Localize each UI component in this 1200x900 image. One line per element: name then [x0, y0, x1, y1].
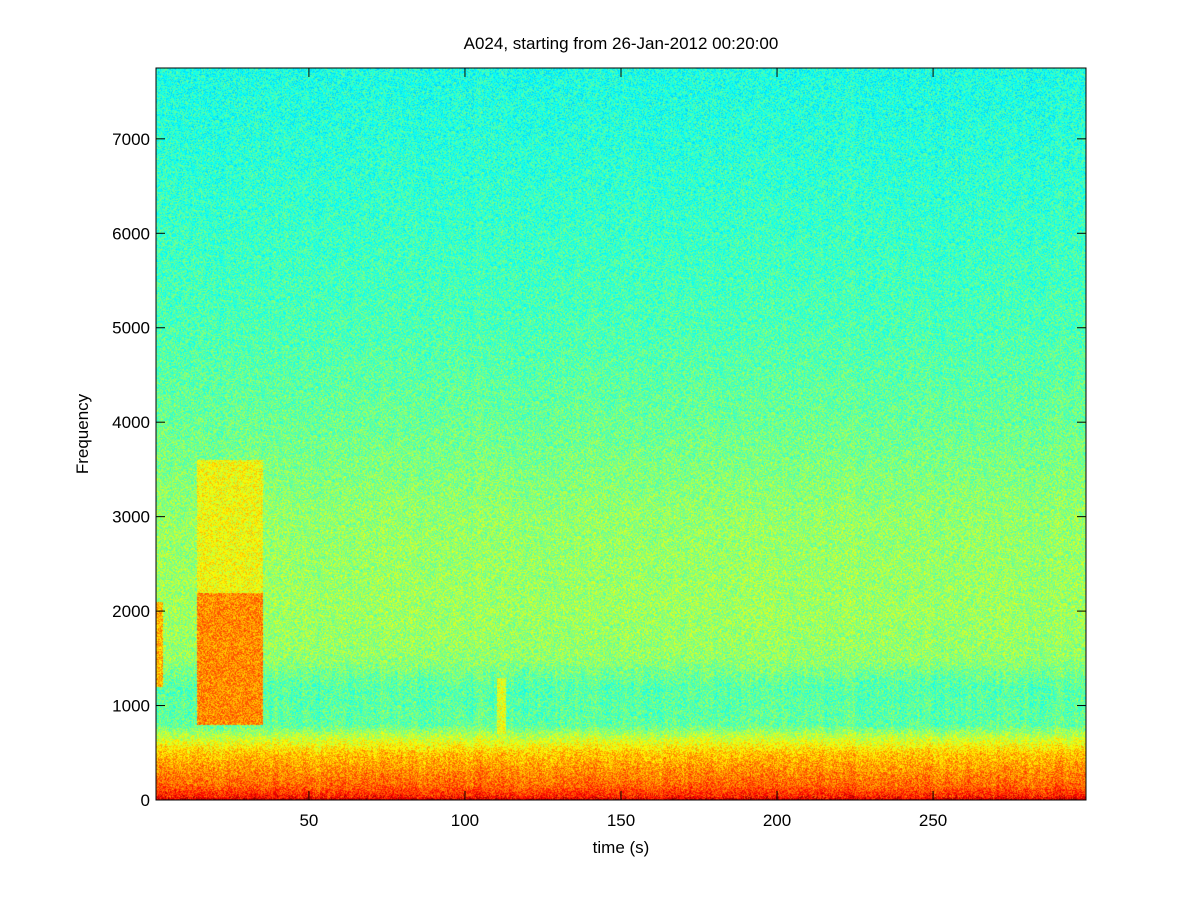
y-tick-label: 5000 — [112, 319, 150, 338]
x-tick-label: 250 — [919, 811, 947, 830]
y-tick-label: 3000 — [112, 508, 150, 527]
y-tick-label: 1000 — [112, 697, 150, 716]
x-tick-label: 50 — [299, 811, 318, 830]
x-tick-label: 150 — [607, 811, 635, 830]
spectrogram-image — [156, 68, 1086, 800]
chart-title: A024, starting from 26-Jan-2012 00:20:00 — [464, 34, 779, 53]
x-tick-label: 200 — [763, 811, 791, 830]
x-axis-label: time (s) — [593, 838, 650, 857]
y-tick-label: 6000 — [112, 224, 150, 243]
y-tick-label: 0 — [141, 791, 150, 810]
y-tick-label: 7000 — [112, 130, 150, 149]
axis-ticks: 50 100 150 200 250 0 1000 2000 3000 4000 5000 6000 7… — [112, 68, 1086, 830]
y-tick-label: 2000 — [112, 602, 150, 621]
y-axis-label: Frequency — [73, 393, 92, 474]
y-tick-label: 4000 — [112, 413, 150, 432]
x-tick-label: 100 — [451, 811, 479, 830]
spectrogram-heatmap — [156, 68, 1086, 800]
